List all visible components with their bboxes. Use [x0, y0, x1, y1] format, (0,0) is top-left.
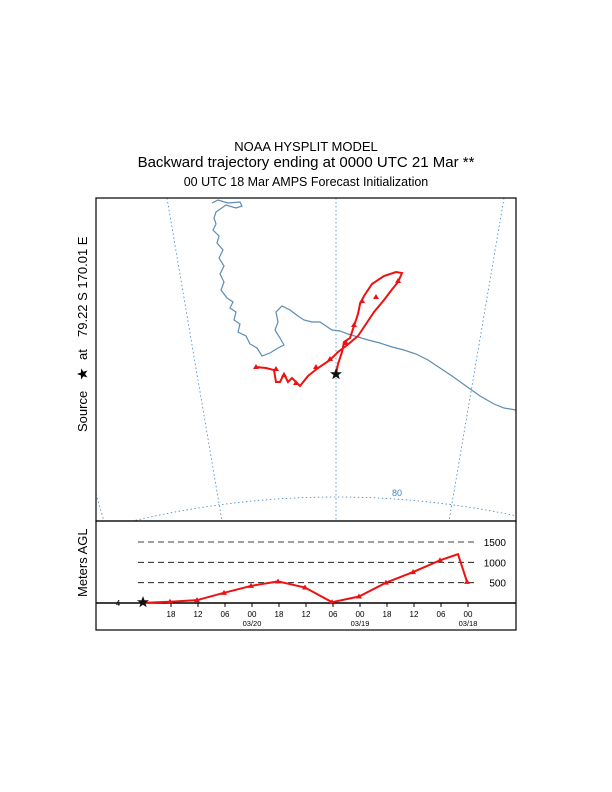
- agl-marker: [275, 578, 281, 584]
- latitude-circle: [130, 496, 516, 521]
- meridian-line: [448, 198, 505, 521]
- trajectory-marker: [253, 364, 259, 369]
- agl-x-tick-label: 18: [275, 610, 284, 619]
- trajectory-marker: [273, 366, 279, 371]
- trajectory-marker: [373, 294, 379, 299]
- agl-y-tick-label: 1500: [484, 538, 507, 549]
- agl-marker: [194, 597, 200, 603]
- agl-marker: [410, 569, 416, 575]
- agl-x-tick-label: 00: [464, 610, 473, 619]
- agl-y-label: Meters AGL: [75, 528, 90, 597]
- latitude-label: 80: [392, 488, 402, 498]
- trajectory-path: [255, 270, 404, 388]
- meridian-line: [96, 493, 105, 521]
- agl-marker: [248, 582, 254, 588]
- agl-marker: [356, 593, 362, 599]
- source-word: Source: [75, 391, 90, 432]
- agl-series: [142, 552, 470, 605]
- agl-date-label: 03/20: [243, 619, 262, 628]
- agl-y-tick-labels: 500 1000 1500: [476, 536, 512, 590]
- source-height-label: 4: [116, 599, 121, 608]
- source-at: at: [75, 349, 90, 360]
- meridian-line: [166, 198, 223, 521]
- trajectory-marker: [293, 380, 299, 385]
- source-coords: 79.22 S 170.01 E: [75, 236, 90, 337]
- forecast-subtitle: 00 UTC 18 Mar AMPS Forecast Initializati…: [183, 175, 429, 189]
- agl-marker: [464, 578, 470, 584]
- agl-date-label: 03/18: [459, 619, 478, 628]
- agl-x-tick-label: 12: [410, 610, 419, 619]
- agl-marker: [437, 557, 443, 563]
- agl-y-tick-label: 500: [489, 579, 506, 590]
- agl-x-tick-label: 06: [221, 610, 230, 619]
- agl-x-tick-label: 12: [194, 610, 203, 619]
- agl-x-tick-label: 00: [248, 610, 257, 619]
- agl-date-label: 03/19: [351, 619, 370, 628]
- agl-marker: [221, 589, 227, 595]
- agl-x-tick-label: 06: [329, 610, 338, 619]
- model-title: NOAA HYSPLIT MODEL: [234, 139, 378, 154]
- agl-x-tick-label: 06: [437, 610, 446, 619]
- agl-x-tick-label: 12: [302, 610, 311, 619]
- agl-date-labels: 03/20 03/19 03/18: [243, 619, 478, 628]
- trajectory-marker: [359, 298, 365, 303]
- source-legend-star-icon: [77, 368, 88, 380]
- agl-x-ticks: 18 12 06 00 18 12 06 00 18 12 06 00: [167, 603, 473, 619]
- source-label: Source at 79.22 S 170.01 E: [75, 236, 90, 432]
- agl-source-star-icon: [137, 596, 149, 608]
- trajectory-marker: [395, 278, 401, 283]
- trajectory-marker: [351, 322, 357, 327]
- agl-marker: [167, 598, 173, 604]
- agl-marker: [329, 599, 335, 605]
- trajectory-marker: [281, 372, 287, 377]
- trajectory-marker: [327, 356, 333, 361]
- trajectory-marker: [313, 364, 319, 369]
- coastline: [211, 199, 516, 411]
- agl-x-tick-label: 18: [167, 610, 176, 619]
- agl-gridlines: [138, 541, 474, 584]
- trajectory-title: Backward trajectory ending at 0000 UTC 2…: [137, 154, 475, 171]
- altitude-panel: 500 1000 1500 18 12 06 00 18 12 06 00 18 12 06 00 03/…: [95, 520, 517, 631]
- agl-x-tick-label: 18: [383, 610, 392, 619]
- agl-y-tick-label: 1000: [484, 558, 507, 569]
- map-panel: 80: [95, 197, 517, 522]
- agl-x-tick-label: 00: [356, 610, 365, 619]
- agl-marker: [383, 579, 389, 585]
- agl-line: [142, 552, 468, 604]
- source-star-icon: [330, 368, 342, 380]
- trajectory-markers: [253, 278, 401, 385]
- agl-marker: [302, 584, 308, 590]
- trajectory-marker: [343, 340, 349, 345]
